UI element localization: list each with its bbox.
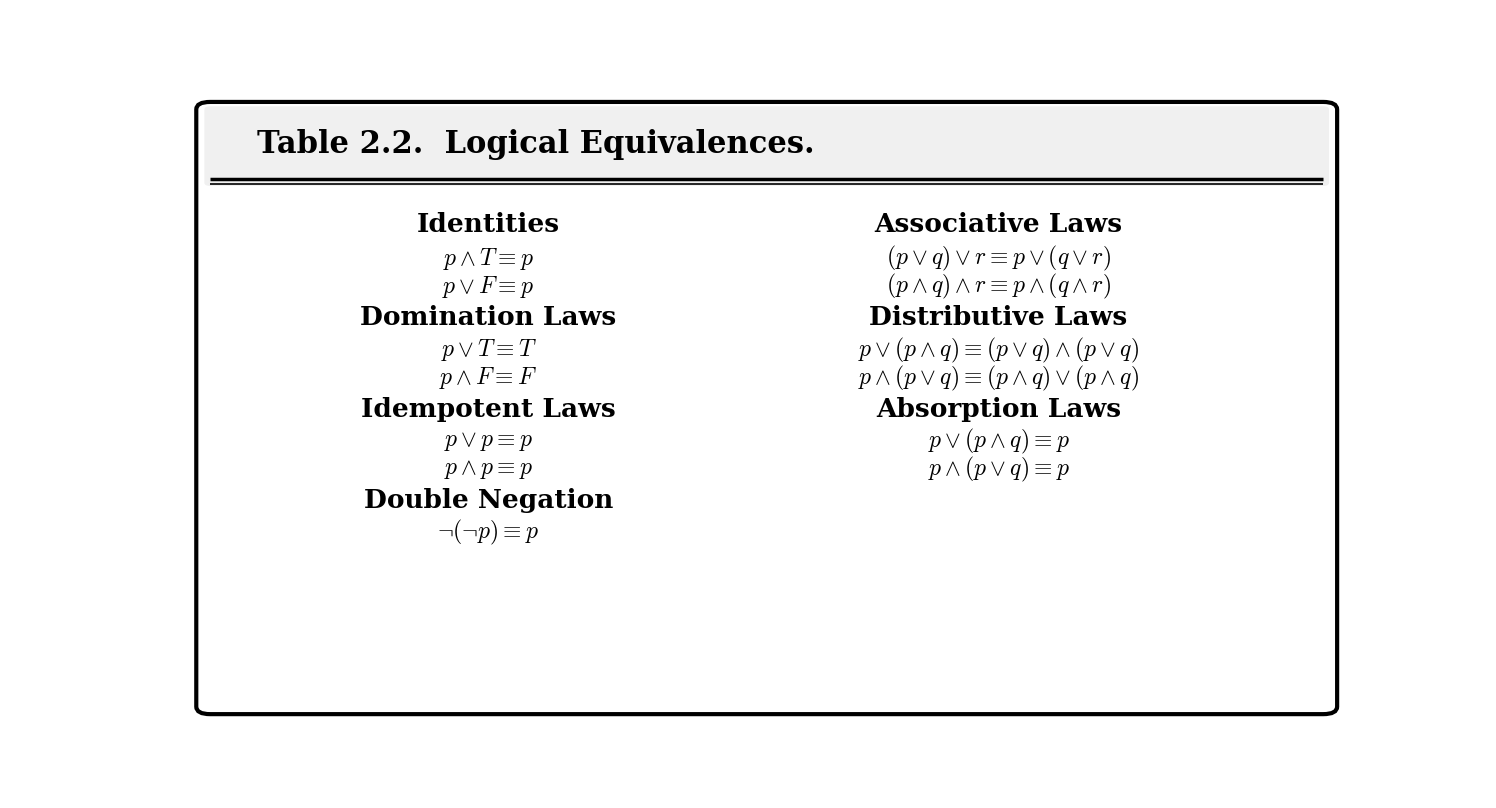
- Text: $p \wedge F \equiv F$: $p \wedge F \equiv F$: [440, 365, 537, 391]
- Text: $p \vee F \equiv p$: $p \vee F \equiv p$: [443, 274, 534, 300]
- FancyBboxPatch shape: [196, 102, 1337, 714]
- Text: $p \vee (p \wedge q) \equiv p$: $p \vee (p \wedge q) \equiv p$: [928, 427, 1070, 456]
- Text: $\neg(\neg p) \equiv p$: $\neg(\neg p) \equiv p$: [437, 518, 540, 547]
- Text: Idempotent Laws: Idempotent Laws: [361, 397, 616, 422]
- Text: Table 2.2.  Logical Equivalences.: Table 2.2. Logical Equivalences.: [257, 129, 814, 160]
- Text: Absorption Laws: Absorption Laws: [877, 397, 1121, 422]
- Text: Associative Laws: Associative Laws: [875, 212, 1122, 237]
- Text: $p \vee p \equiv p$: $p \vee p \equiv p$: [444, 430, 533, 452]
- Text: $p \wedge p \equiv p$: $p \wedge p \equiv p$: [444, 457, 533, 481]
- Text: $p \wedge (p \vee q) \equiv p$: $p \wedge (p \vee q) \equiv p$: [928, 454, 1070, 483]
- Text: $(p \vee q) \vee r \equiv p \vee (q \vee r)$: $(p \vee q) \vee r \equiv p \vee (q \vee…: [886, 244, 1112, 273]
- Text: $(p \wedge q) \wedge r \equiv p \wedge (q \wedge r)$: $(p \wedge q) \wedge r \equiv p \wedge (…: [886, 272, 1112, 301]
- Text: Double Negation: Double Negation: [364, 487, 613, 512]
- Text: $p \wedge (p \vee q) \equiv (p \wedge q) \vee (p \wedge q)$: $p \wedge (p \vee q) \equiv (p \wedge q)…: [857, 364, 1140, 393]
- FancyBboxPatch shape: [205, 107, 1328, 186]
- Text: $p \wedge T \equiv p$: $p \wedge T \equiv p$: [443, 246, 534, 271]
- Text: Distributive Laws: Distributive Laws: [869, 305, 1128, 330]
- Text: $p \vee T \equiv T$: $p \vee T \equiv T$: [440, 337, 537, 363]
- Text: Identities: Identities: [417, 212, 560, 237]
- Text: Domination Laws: Domination Laws: [361, 305, 616, 330]
- Text: $p \vee (p \wedge q) \equiv (p \vee q) \wedge (p \vee q)$: $p \vee (p \wedge q) \equiv (p \vee q) \…: [857, 335, 1140, 364]
